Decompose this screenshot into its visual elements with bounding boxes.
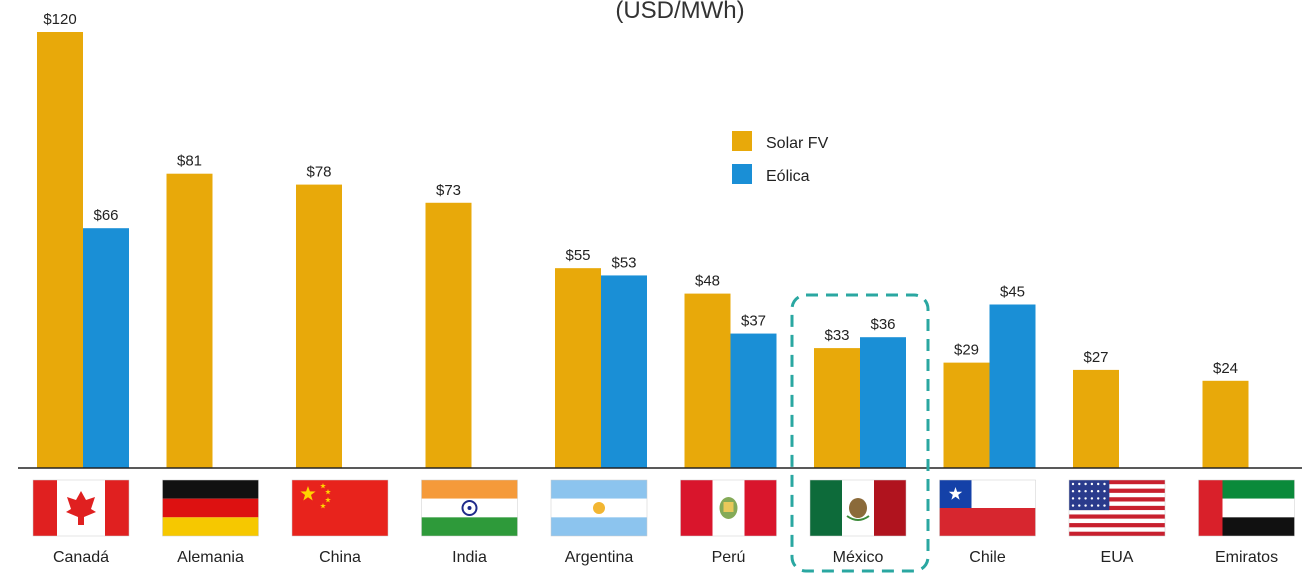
bar-solar bbox=[555, 268, 601, 468]
bar-solar bbox=[296, 184, 342, 468]
bar-eolica bbox=[730, 333, 777, 468]
legend-label-eolica: Eólica bbox=[766, 168, 810, 185]
mexico-flag-icon bbox=[809, 479, 907, 537]
value-label-solar: $24 bbox=[1213, 360, 1238, 377]
legend-swatch-eolica bbox=[732, 164, 752, 184]
category-label: EUA bbox=[1101, 549, 1134, 566]
bar-eolica bbox=[83, 228, 129, 468]
bar-solar bbox=[943, 362, 990, 468]
bars-group bbox=[37, 32, 1249, 468]
value-label-solar: $33 bbox=[824, 327, 849, 344]
category-label: Chile bbox=[969, 549, 1006, 566]
bar-solar bbox=[684, 293, 731, 468]
bar-solar bbox=[37, 32, 83, 468]
legend-label-solar: Solar FV bbox=[766, 135, 829, 152]
bar-solar bbox=[166, 173, 213, 468]
value-label-solar: $81 bbox=[177, 153, 202, 170]
value-label-solar: $29 bbox=[954, 342, 979, 359]
category-label: Perú bbox=[712, 549, 746, 566]
bar-eolica bbox=[601, 275, 647, 468]
legend-swatch-solar bbox=[732, 131, 752, 151]
value-label-solar: $48 bbox=[695, 273, 720, 290]
value-label-solar: $78 bbox=[306, 164, 331, 181]
value-labels-group: $120 $66 $81 $78 $73 $55 $53 $48 $37 $33 $36 $29 $45… bbox=[43, 11, 1238, 377]
peru-flag-icon bbox=[680, 479, 777, 537]
category-label: India bbox=[452, 549, 487, 566]
bar-eolica bbox=[989, 304, 1036, 468]
canada-flag-icon bbox=[32, 479, 130, 537]
legend: Solar FV Eólica bbox=[732, 131, 829, 185]
value-label-solar: $120 bbox=[43, 11, 76, 28]
germany-flag-icon bbox=[162, 479, 259, 537]
chile-flag-icon bbox=[939, 479, 1036, 537]
value-label-eolica: $45 bbox=[1000, 284, 1025, 301]
value-label-eolica: $53 bbox=[611, 254, 636, 271]
category-label: Canadá bbox=[53, 549, 109, 566]
value-label-eolica: $66 bbox=[93, 207, 118, 224]
argentina-flag-icon bbox=[550, 479, 648, 537]
category-label: Emiratos bbox=[1215, 549, 1278, 566]
china-flag-icon bbox=[291, 479, 389, 537]
usa-flag-icon bbox=[1068, 479, 1166, 537]
chart-title: (USD/MWh) bbox=[615, 0, 744, 24]
value-label-solar: $55 bbox=[565, 247, 590, 264]
bar-solar bbox=[1202, 380, 1249, 468]
flags-group bbox=[32, 479, 1295, 537]
india-flag-icon bbox=[421, 479, 518, 537]
category-label: México bbox=[833, 549, 884, 566]
uae-flag-icon bbox=[1198, 479, 1295, 537]
bar-eolica bbox=[860, 337, 906, 468]
value-label-solar: $73 bbox=[436, 182, 461, 199]
category-labels-group: Canadá Alemania China India Argentina Perú Méx… bbox=[53, 549, 1278, 566]
value-label-eolica: $36 bbox=[870, 316, 895, 333]
bar-solar bbox=[814, 348, 860, 468]
bar-solar bbox=[425, 202, 472, 468]
value-label-eolica: $37 bbox=[741, 313, 766, 330]
category-label: Argentina bbox=[565, 549, 634, 566]
value-label-solar: $27 bbox=[1083, 349, 1108, 366]
bar-solar bbox=[1073, 369, 1119, 468]
category-label: Alemania bbox=[177, 549, 244, 566]
category-label: China bbox=[319, 549, 361, 566]
